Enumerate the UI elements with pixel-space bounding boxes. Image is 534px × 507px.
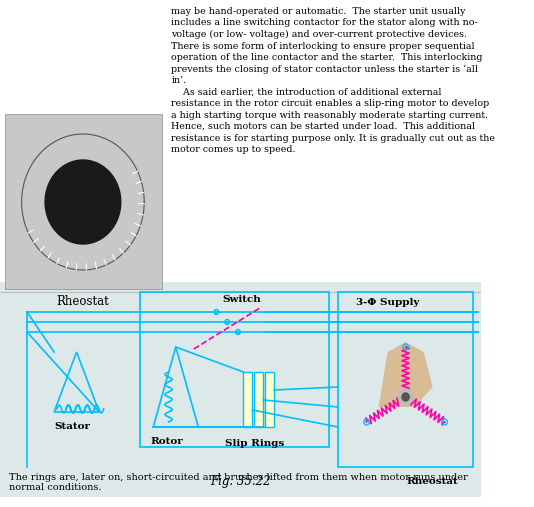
FancyBboxPatch shape xyxy=(265,372,274,427)
Circle shape xyxy=(402,393,409,401)
FancyBboxPatch shape xyxy=(0,0,481,292)
Polygon shape xyxy=(45,160,121,244)
FancyBboxPatch shape xyxy=(244,372,253,427)
Circle shape xyxy=(398,389,413,405)
Text: Rotor: Rotor xyxy=(151,437,183,446)
Text: 3-Φ Supply: 3-Φ Supply xyxy=(356,298,419,307)
Text: Fig. 35.22: Fig. 35.22 xyxy=(210,476,271,489)
Text: Rheostat: Rheostat xyxy=(57,295,109,308)
Text: Switch: Switch xyxy=(222,295,261,304)
Text: The rings are, later on, short-circuited and brushes lifted from them when motor: The rings are, later on, short-circuited… xyxy=(9,473,468,492)
Text: Rheostat: Rheostat xyxy=(407,477,459,486)
Polygon shape xyxy=(379,342,433,407)
FancyBboxPatch shape xyxy=(254,372,263,427)
FancyBboxPatch shape xyxy=(0,282,481,497)
FancyBboxPatch shape xyxy=(4,114,162,289)
Text: may be hand-operated or automatic.  The starter unit usually
includes a line swi: may be hand-operated or automatic. The s… xyxy=(171,7,495,154)
Text: Stator: Stator xyxy=(54,422,90,431)
Text: Slip Rings: Slip Rings xyxy=(225,439,284,448)
